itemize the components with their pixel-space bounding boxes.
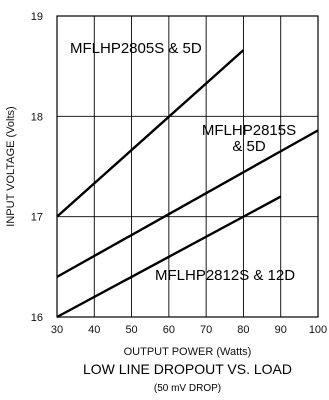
y-tick-label: 16: [31, 312, 43, 324]
y-tick-labels: 16 17 18 19: [31, 11, 43, 324]
y-tick-label: 17: [31, 212, 43, 224]
x-tick-label: 60: [163, 324, 175, 336]
x-tick-label: 100: [309, 324, 327, 336]
x-tick-label: 70: [200, 324, 212, 336]
series-labels: MFLHP2805S & 5D MFLHP2815S & 5D MFLHP2812S …: [70, 40, 296, 284]
x-tick-label: 80: [237, 324, 249, 336]
series-label: MFLHP2805S & 5D: [70, 40, 202, 57]
x-tick-label: 40: [88, 324, 100, 336]
chart-title: LOW LINE DROPOUT VS. LOAD: [83, 361, 292, 377]
y-tick-label: 19: [31, 11, 43, 23]
series-label: MFLHP2812S & 12D: [155, 267, 295, 284]
series-line: [56, 49, 245, 218]
series-line: [56, 195, 282, 319]
x-tick-label: 90: [275, 324, 287, 336]
series-label: MFLHP2815S & 5D: [202, 122, 296, 155]
x-tick-label: 50: [125, 324, 137, 336]
chart-subtitle: (50 mV DROP): [154, 383, 221, 394]
series-line: [56, 129, 319, 278]
x-tick-label: 30: [51, 324, 63, 336]
y-tick-label: 18: [31, 111, 43, 123]
y-axis-label: INPUT VOLTAGE (Volts): [5, 106, 17, 226]
x-tick-labels: 30 40 50 60 70 80 90 100: [51, 324, 327, 336]
series-lines: [56, 49, 319, 319]
plot-frame: [56, 15, 319, 318]
grid-lines: [57, 16, 318, 317]
x-axis-label: OUTPUT POWER (Watts): [124, 346, 252, 358]
